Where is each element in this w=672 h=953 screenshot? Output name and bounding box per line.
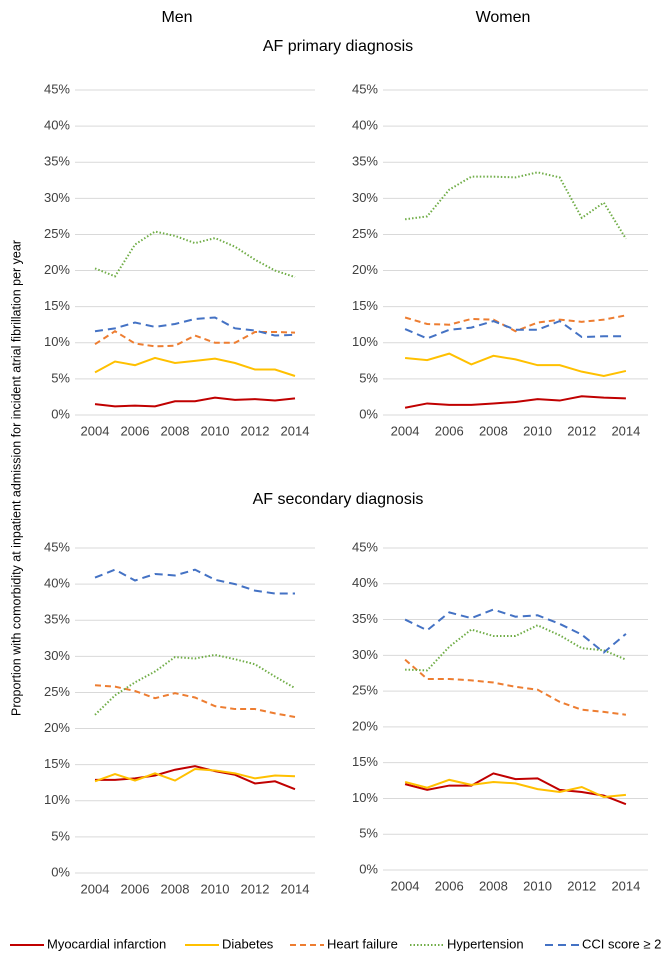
y-tick-label: 25%	[352, 226, 378, 241]
y-tick-label: 35%	[352, 611, 378, 626]
series-line	[94, 396, 296, 408]
y-tick-label: 20%	[44, 720, 70, 735]
row-title: AF secondary diagnosis	[253, 491, 424, 508]
y-tick-label: 5%	[359, 370, 378, 385]
y-tick-label: 0%	[51, 406, 70, 421]
y-tick-label: 40%	[352, 575, 378, 590]
x-tick-label: 2008	[161, 881, 190, 896]
series-line	[404, 658, 627, 716]
row-title: AF primary diagnosis	[263, 38, 413, 55]
x-tick-label: 2006	[435, 423, 464, 438]
series-line	[404, 319, 626, 340]
x-tick-label: 2012	[241, 423, 270, 438]
x-tick-label: 2004	[391, 423, 420, 438]
x-tick-label: 2004	[81, 423, 110, 438]
x-tick-label: 2010	[523, 878, 552, 893]
y-tick-label: 30%	[44, 190, 70, 205]
y-tick-label: 15%	[352, 754, 378, 769]
y-tick-label: 25%	[44, 684, 70, 699]
y-tick-label: 15%	[352, 298, 378, 313]
series-line	[94, 568, 295, 595]
x-tick-label: 2006	[435, 878, 464, 893]
y-tick-label: 15%	[44, 298, 70, 313]
series-line	[94, 684, 296, 718]
y-tick-label: 35%	[44, 154, 70, 169]
legend-label: Heart failure	[327, 936, 398, 951]
y-tick-label: 10%	[44, 792, 70, 807]
series-line	[405, 624, 627, 672]
series-line	[404, 352, 627, 378]
y-tick-label: 35%	[44, 612, 70, 627]
y-tick-label: 30%	[352, 647, 378, 662]
series-line	[94, 653, 296, 716]
x-tick-label: 2012	[567, 878, 596, 893]
x-tick-label: 2008	[479, 878, 508, 893]
column-title: Men	[161, 9, 192, 26]
y-tick-label: 0%	[51, 864, 70, 879]
y-axis-label: Proportion with comorbidity at inpatient…	[9, 240, 23, 716]
x-tick-label: 2014	[281, 881, 310, 896]
x-tick-label: 2012	[567, 423, 596, 438]
x-tick-label: 2014	[611, 423, 640, 438]
legend-label: Diabetes	[222, 936, 274, 951]
x-tick-label: 2004	[81, 881, 110, 896]
y-tick-label: 25%	[352, 683, 378, 698]
legend-label: Hypertension	[447, 936, 524, 951]
y-tick-label: 20%	[352, 262, 378, 277]
y-tick-label: 10%	[352, 790, 378, 805]
y-tick-label: 20%	[44, 262, 70, 277]
y-tick-label: 10%	[44, 334, 70, 349]
x-tick-label: 2010	[201, 423, 230, 438]
x-tick-label: 2010	[201, 881, 230, 896]
series-line	[94, 230, 296, 279]
y-tick-label: 30%	[44, 648, 70, 663]
y-tick-label: 40%	[352, 118, 378, 133]
y-tick-label: 5%	[359, 826, 378, 841]
x-tick-label: 2010	[523, 423, 552, 438]
y-tick-label: 45%	[44, 81, 70, 96]
x-tick-label: 2014	[611, 878, 640, 893]
y-tick-label: 30%	[352, 190, 378, 205]
series-line	[94, 356, 296, 377]
y-tick-label: 35%	[352, 154, 378, 169]
series-line	[404, 171, 627, 240]
series-line	[94, 767, 296, 783]
series-line	[404, 778, 627, 799]
y-tick-label: 45%	[44, 539, 70, 554]
x-tick-label: 2012	[241, 881, 270, 896]
y-tick-label: 20%	[352, 718, 378, 733]
series-line	[404, 608, 627, 654]
x-tick-label: 2004	[391, 878, 420, 893]
x-tick-label: 2008	[161, 423, 190, 438]
legend-label: Myocardial infarction	[47, 936, 166, 951]
y-tick-label: 40%	[44, 576, 70, 591]
y-tick-label: 5%	[51, 828, 70, 843]
y-tick-label: 0%	[359, 406, 378, 421]
x-tick-label: 2008	[479, 423, 508, 438]
x-tick-label: 2006	[121, 423, 150, 438]
y-tick-label: 15%	[44, 756, 70, 771]
legend-label: CCI score ≥ 2	[582, 936, 661, 951]
y-tick-label: 5%	[51, 370, 70, 385]
y-tick-label: 0%	[359, 861, 378, 876]
y-tick-label: 45%	[352, 81, 378, 96]
y-tick-label: 25%	[44, 226, 70, 241]
y-tick-label: 10%	[352, 334, 378, 349]
column-title: Women	[476, 9, 531, 26]
y-tick-label: 40%	[44, 118, 70, 133]
y-tick-label: 45%	[352, 539, 378, 554]
series-line	[404, 314, 627, 333]
x-tick-label: 2014	[281, 423, 310, 438]
series-line	[404, 395, 626, 409]
x-tick-label: 2006	[121, 881, 150, 896]
series-line	[404, 772, 627, 806]
series-line	[94, 316, 296, 337]
